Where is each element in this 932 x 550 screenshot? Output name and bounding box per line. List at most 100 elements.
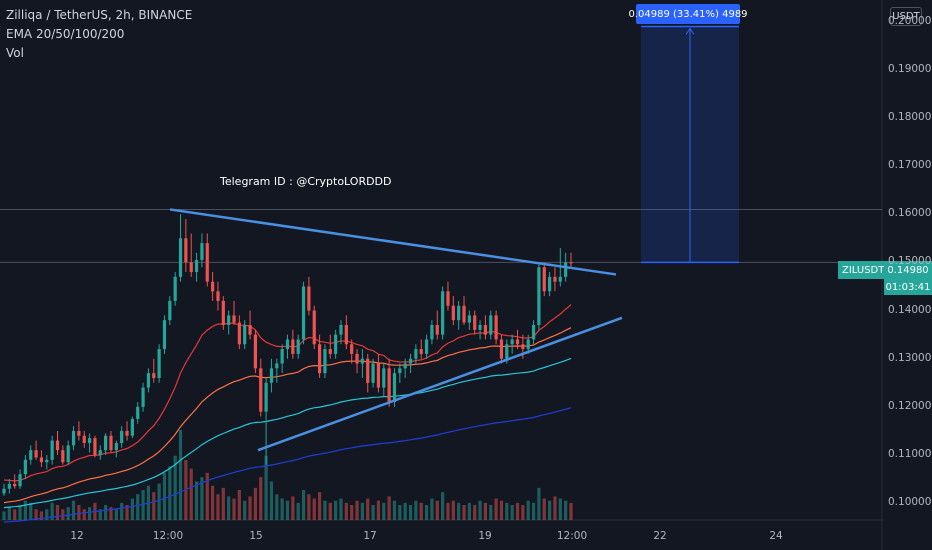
measure-label: 0.04989 (33.41%) 4989 xyxy=(628,4,748,24)
candle-body xyxy=(45,459,49,463)
volume-bar xyxy=(301,490,306,520)
candle-body xyxy=(328,349,332,354)
volume-bar xyxy=(462,505,466,520)
currency-button[interactable]: USDT xyxy=(890,7,922,26)
volume-bar xyxy=(71,500,76,520)
candle-body xyxy=(398,368,402,374)
candle-body xyxy=(521,344,525,350)
candle-body xyxy=(392,373,397,403)
volume-bar xyxy=(531,502,536,520)
candle-body xyxy=(473,315,477,330)
price-tick-label: 0.20000 xyxy=(888,14,932,27)
volume-bar xyxy=(307,494,311,520)
candle-body xyxy=(366,358,370,383)
volume-bar xyxy=(232,498,236,520)
volume-bar xyxy=(243,500,247,520)
volume-bar xyxy=(77,505,81,520)
time-tick-label: 12 xyxy=(70,530,84,542)
candle-body xyxy=(221,300,225,325)
volume-bar xyxy=(382,502,386,520)
volume-bar xyxy=(66,507,70,520)
volume-bar xyxy=(29,502,33,520)
volume-bar xyxy=(162,472,167,520)
volume-bar xyxy=(451,500,455,520)
volume-bar xyxy=(104,505,108,520)
candle-body xyxy=(553,276,557,282)
volume-indicator-label[interactable]: Vol xyxy=(6,46,24,60)
resistance-trendline xyxy=(169,208,617,276)
candle-body xyxy=(489,315,493,335)
volume-bar xyxy=(510,505,514,520)
volume-bar xyxy=(317,492,322,520)
volume-bar xyxy=(344,502,348,520)
candle-body xyxy=(296,339,300,354)
price-tick-label: 0.10000 xyxy=(888,496,932,509)
volume-bar xyxy=(350,505,354,520)
volume-bar xyxy=(98,509,102,520)
volume-bar xyxy=(376,500,381,520)
chart-legend: Zilliqa / TetherUS, 2h, BINANCE EMA 20/5… xyxy=(6,6,192,63)
volume-bar xyxy=(13,509,17,520)
candle-body xyxy=(87,438,92,443)
volume-bar xyxy=(414,500,418,520)
candle-body xyxy=(29,450,33,460)
volume-bar xyxy=(205,472,209,520)
volume-bar xyxy=(564,500,568,520)
volume-bar xyxy=(285,500,290,520)
volume-bar xyxy=(483,502,488,520)
volume-bar xyxy=(211,485,215,520)
candle-body xyxy=(451,305,455,321)
candle-body xyxy=(344,325,348,345)
candle-body xyxy=(39,457,44,463)
candle-body xyxy=(2,488,6,494)
volume-bar xyxy=(473,505,477,520)
volume-bar xyxy=(50,502,54,520)
measure-arrow-head xyxy=(685,27,695,35)
volume-bar xyxy=(259,477,263,520)
volume-bar xyxy=(569,502,573,520)
price-tick-label: 0.16000 xyxy=(888,207,932,220)
volume-bar xyxy=(269,481,274,520)
volume-bar xyxy=(446,502,450,520)
symbol-badge: ZILUSDT xyxy=(838,261,889,279)
price-tick-label: 0.14000 xyxy=(888,303,932,316)
candle-body xyxy=(184,238,188,263)
candle-body xyxy=(162,320,167,350)
candle-body xyxy=(146,373,151,388)
candle-body xyxy=(253,334,258,369)
candle-body xyxy=(18,474,22,487)
price-tick-label: 0.15000 xyxy=(888,255,932,268)
candle-body xyxy=(216,291,220,301)
volume-bar xyxy=(141,490,145,520)
time-tick-label: 12:00 xyxy=(152,530,184,542)
candle-body xyxy=(232,315,236,323)
time-tick-label: 12:00 xyxy=(556,530,588,542)
ema-indicator-label[interactable]: EMA 20/50/100/200 xyxy=(6,27,125,41)
candle-body xyxy=(564,262,568,277)
volume-bar xyxy=(157,483,161,520)
candle-body xyxy=(419,349,423,354)
candle-body xyxy=(312,310,316,345)
candle-body xyxy=(408,358,413,364)
candle-body xyxy=(55,440,60,451)
volume-bar xyxy=(7,507,11,520)
volume-bar xyxy=(87,507,92,520)
candle-body xyxy=(211,281,215,292)
volume-bar xyxy=(424,505,429,520)
time-tick-label: 19 xyxy=(478,530,492,542)
volume-bar xyxy=(296,502,300,520)
volume-bar xyxy=(200,477,204,520)
candle-body xyxy=(542,267,546,292)
candle-body xyxy=(382,368,386,388)
volume-bar xyxy=(280,498,284,520)
volume-bar xyxy=(392,500,397,520)
symbol-title[interactable]: Zilliqa / TetherUS, 2h, BINANCE xyxy=(6,8,193,22)
candle-body xyxy=(558,276,562,282)
candle-body xyxy=(259,368,263,412)
volume-bar xyxy=(312,498,316,520)
candle-body xyxy=(98,450,102,455)
volume-bar xyxy=(248,496,252,520)
volume-bar xyxy=(457,502,461,520)
